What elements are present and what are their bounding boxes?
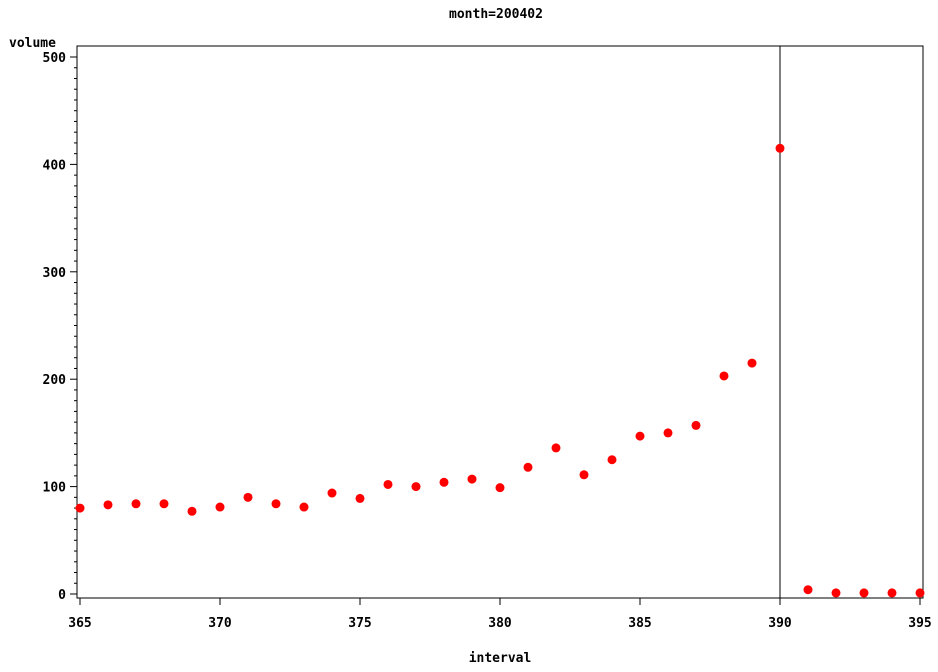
data-point xyxy=(383,479,393,489)
y-tick-label: 100 xyxy=(43,481,67,496)
y-tick-label: 0 xyxy=(58,588,66,603)
data-point xyxy=(803,585,813,595)
data-point xyxy=(775,143,785,153)
y-minor-ticks xyxy=(74,67,77,584)
x-tick-label: 385 xyxy=(628,616,651,631)
y-tick-label: 400 xyxy=(43,158,67,173)
data-point xyxy=(131,499,141,509)
x-tick-label: 395 xyxy=(908,616,931,631)
x-tick-label: 365 xyxy=(68,616,91,631)
x-tick-label: 390 xyxy=(768,616,792,631)
data-point xyxy=(635,431,645,441)
y-axis-ticks: 0 100 200 300 400 500 xyxy=(43,51,77,603)
data-point xyxy=(103,500,113,510)
data-point xyxy=(719,371,729,381)
data-point xyxy=(663,428,673,438)
data-point xyxy=(327,488,337,498)
data-point xyxy=(355,493,365,503)
x-axis-ticks: 365 370 375 380 385 390 395 xyxy=(68,598,932,631)
y-axis-label: volume xyxy=(9,36,56,51)
x-tick-label: 370 xyxy=(208,616,232,631)
data-point xyxy=(523,462,533,472)
data-point xyxy=(579,470,589,480)
data-point xyxy=(271,499,281,509)
y-tick-label: 300 xyxy=(43,266,67,281)
data-point xyxy=(607,455,617,465)
data-point xyxy=(299,502,309,512)
data-point xyxy=(411,482,421,492)
data-point xyxy=(495,483,505,493)
y-tick-label: 200 xyxy=(43,373,67,388)
data-points xyxy=(75,143,925,598)
data-point xyxy=(887,588,897,598)
data-point xyxy=(831,588,841,598)
y-tick-label: 500 xyxy=(43,51,67,66)
data-point xyxy=(75,503,85,513)
data-point xyxy=(243,492,253,502)
data-point xyxy=(467,474,477,484)
data-point xyxy=(859,588,869,598)
data-point xyxy=(187,506,197,516)
data-point xyxy=(551,443,561,453)
plot-frame xyxy=(76,45,924,599)
data-point xyxy=(915,588,925,598)
data-point xyxy=(215,502,225,512)
data-point xyxy=(159,499,169,509)
x-tick-label: 380 xyxy=(488,616,512,631)
data-point xyxy=(691,420,701,430)
chart-title: month=200402 xyxy=(449,7,543,22)
data-point xyxy=(747,358,757,368)
x-tick-label: 375 xyxy=(348,616,371,631)
x-axis-label: interval xyxy=(469,651,532,666)
data-point xyxy=(439,477,449,487)
